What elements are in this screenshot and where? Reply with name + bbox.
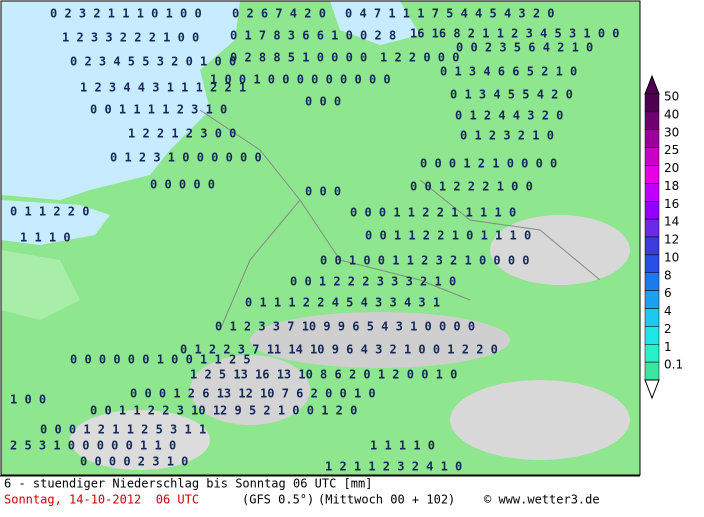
precip-value-row: 0 0 0 bbox=[305, 185, 341, 199]
alps bbox=[250, 312, 510, 368]
legend-swatch bbox=[644, 272, 660, 291]
precip-value-row: 0 1 2 3 1 0 0 0 0 0 0 bbox=[110, 151, 262, 165]
dinarides bbox=[450, 380, 630, 460]
legend-swatch bbox=[644, 344, 660, 363]
legend-label: 4 bbox=[664, 304, 672, 318]
precip-value-row: 16 16 8 2 1 1 2 3 4 5 3 1 0 0 bbox=[410, 27, 620, 41]
precip-value-row: 1 2 3 4 4 3 1 1 1 2 2 1 bbox=[80, 81, 246, 95]
precip-value-row: 0 0 0 bbox=[305, 95, 341, 109]
legend-swatch bbox=[644, 290, 660, 309]
precip-value-row: 0 0 1 1 2 2 1 0 1 1 1 0 bbox=[365, 229, 531, 243]
precip-value-row: 0 0 1 0 0 1 1 2 3 2 1 0 0 0 0 bbox=[320, 254, 530, 268]
footer-model: (GFS 0.5°) bbox=[242, 493, 314, 507]
legend-label: 10 bbox=[664, 250, 679, 264]
precip-value-row: 0 0 1 1 2 2 3 10 12 9 5 2 1 0 0 1 2 0 bbox=[90, 404, 357, 418]
massif bbox=[70, 410, 210, 470]
precip-value-row: 0 1 1 2 2 0 bbox=[10, 205, 89, 219]
precip-value-row: 1 1 1 1 0 bbox=[370, 439, 435, 453]
precip-value-row: 1 2 1 1 2 3 2 4 1 0 bbox=[325, 460, 462, 474]
precip-value-row: 1 0 0 bbox=[10, 393, 46, 407]
precip-value-row: 0 0 0 0 0 bbox=[150, 178, 215, 192]
legend-label: 2 bbox=[664, 322, 672, 336]
precip-value-row: 0 1 2 2 3 7 11 14 10 9 6 4 3 2 1 0 0 1 2… bbox=[180, 343, 498, 357]
precip-value-row: 0 0 1 2 2 2 3 3 3 2 1 0 bbox=[290, 275, 456, 289]
footer-title: 6 - stuendiger Niederschlag bis Sonntag … bbox=[4, 477, 372, 491]
precip-value-row: 0 1 2 3 2 1 0 bbox=[460, 129, 554, 143]
legend-label: 12 bbox=[664, 233, 679, 247]
legend-swatch bbox=[644, 236, 660, 256]
legend-swatch bbox=[644, 326, 660, 345]
precip-labels: 0 2 3 2 1 1 1 0 1 0 0 0 2 6 7 4 2 0 0 4 7 … bbox=[10, 7, 620, 474]
legend-label: 16 bbox=[664, 197, 679, 211]
legend-swatch bbox=[644, 129, 660, 148]
precip-value-row: 0 0 0 0 0 0 1 0 0 1 1 2 5 bbox=[70, 353, 251, 367]
precip-value-row: 0 0 0 1 2 1 0 0 0 0 bbox=[420, 157, 557, 171]
borders bbox=[199, 109, 601, 331]
precip-value-row: 0 2 8 8 5 1 0 0 0 0 bbox=[230, 51, 367, 65]
legend-swatch bbox=[644, 201, 660, 220]
precip-value-row: 0 1 7 8 3 6 6 1 0 0 2 8 bbox=[230, 29, 396, 43]
precip-value-row: 0 4 7 1 1 1 7 5 4 4 5 4 3 2 0 bbox=[345, 7, 555, 21]
precip-value-row: 0 1 3 4 6 6 5 2 1 0 bbox=[440, 65, 577, 79]
precip-value-row: 0 1 2 3 3 7 10 9 9 6 5 4 3 1 0 0 0 0 bbox=[215, 320, 475, 334]
footer-copyright: © www.wetter3.de bbox=[484, 493, 600, 507]
precip-value-row: 1 1 1 0 bbox=[20, 231, 71, 245]
precip-value-row: 0 1 1 1 2 2 4 5 4 3 3 4 3 1 bbox=[245, 296, 440, 310]
legend-swatch bbox=[644, 183, 660, 202]
map bbox=[0, 0, 641, 476]
map-frame bbox=[0, 0, 641, 476]
alps-west bbox=[190, 355, 310, 425]
legend-swatch bbox=[644, 218, 660, 238]
footer-date: Sonntag, 14-10-2012 06 UTC bbox=[4, 493, 199, 507]
precip-value-row: 0 2 6 7 4 2 0 bbox=[232, 7, 326, 21]
sea bbox=[1, 1, 240, 200]
legend-swatch bbox=[644, 165, 660, 184]
legend-label: 50 bbox=[664, 90, 679, 104]
precip-value-row: 1 2 3 3 2 2 2 1 0 0 bbox=[62, 31, 199, 45]
lowland bbox=[1, 250, 80, 320]
baltic bbox=[330, 1, 420, 45]
legend-label: 25 bbox=[664, 143, 679, 157]
legend-label: 20 bbox=[664, 161, 679, 175]
legend-label: 40 bbox=[664, 107, 679, 121]
precip-value-row: 0 0 0 0 2 3 1 0 bbox=[80, 455, 188, 469]
legend-label: 18 bbox=[664, 179, 679, 193]
mountains bbox=[490, 215, 630, 285]
precip-value-row: 1 2 2 1 2 3 0 0 bbox=[128, 127, 236, 141]
precip-value-row: 0 1 3 4 5 5 4 2 0 bbox=[450, 88, 573, 102]
legend-swatch bbox=[644, 254, 660, 273]
precip-value-row: 0 1 2 4 4 3 2 0 bbox=[455, 109, 563, 123]
legend-swatch bbox=[644, 147, 660, 166]
precip-value-row: 1 2 2 0 0 0 bbox=[380, 51, 459, 65]
legend-label: 8 bbox=[664, 268, 672, 282]
precip-value-row: 0 2 3 4 5 5 3 2 0 1 0 0 bbox=[70, 55, 236, 69]
color-legend: 50 40 30 25 20 18 16 14 12 10 8 6 4 2 1 0.1 bbox=[644, 74, 683, 400]
precip-value-row: 0 0 0 1 2 6 13 12 10 7 6 2 0 0 1 0 bbox=[130, 387, 376, 401]
precip-value-row: 0 0 1 2 2 2 1 0 0 bbox=[410, 180, 533, 194]
legend-swatch bbox=[644, 361, 660, 381]
legend-swatch bbox=[644, 111, 660, 130]
channel bbox=[1, 200, 110, 245]
legend-arrow-bottom bbox=[644, 379, 660, 400]
precip-value-row: 1 0 0 1 0 0 0 0 0 0 0 0 0 bbox=[210, 73, 391, 87]
precip-value-row: 0 0 0 1 1 2 2 1 1 1 1 0 bbox=[350, 206, 516, 220]
legend-label: 1 bbox=[664, 340, 672, 354]
precip-value-row: 0 0 2 3 5 6 4 2 1 0 bbox=[456, 41, 593, 55]
footer-run: (Mittwoch 00 + 102) bbox=[318, 493, 455, 507]
legend-label: 14 bbox=[664, 215, 679, 229]
precip-value-row: 0 0 1 1 1 1 2 3 1 0 bbox=[90, 103, 227, 117]
precip-value-row: 0 2 3 2 1 1 1 0 1 0 0 bbox=[50, 7, 202, 21]
legend-swatch bbox=[644, 93, 660, 113]
precip-value-row: 0 0 0 1 2 1 1 2 5 3 1 1 bbox=[40, 423, 206, 437]
legend-swatch bbox=[644, 308, 660, 327]
precip-value-row: 2 5 3 1 0 0 0 0 0 1 1 0 bbox=[10, 439, 176, 453]
precip-value-row: 1 2 5 13 16 13 10 8 6 2 0 1 2 0 0 1 0 bbox=[190, 368, 457, 382]
legend-label: 0.1 bbox=[664, 358, 683, 372]
legend-label: 6 bbox=[664, 286, 672, 300]
legend-label: 30 bbox=[664, 125, 679, 139]
